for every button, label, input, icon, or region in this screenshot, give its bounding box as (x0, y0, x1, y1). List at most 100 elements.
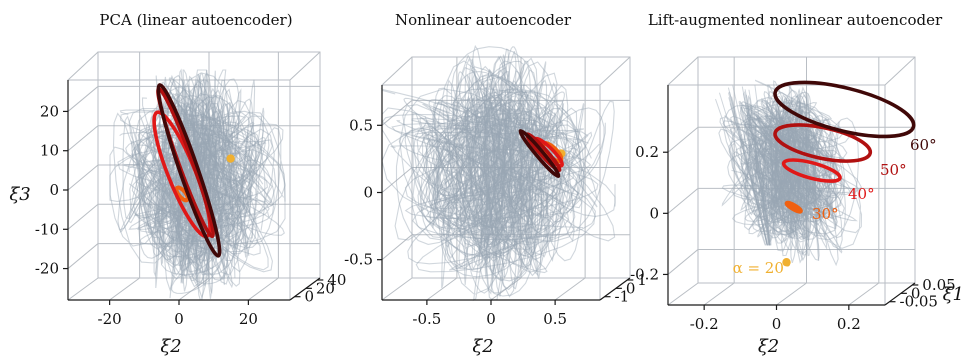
depth-tick-label: 20 (316, 279, 335, 297)
z-tick-label: 20 (40, 102, 59, 120)
background-trajectory (468, 109, 554, 254)
z-tick-label: -0.5 (344, 251, 373, 269)
background-trajectory (122, 76, 239, 266)
background-trajectory (128, 80, 286, 287)
grid-line (381, 234, 413, 261)
x-tick-label: 0 (772, 315, 782, 333)
depth-tick-label: 40 (327, 271, 346, 289)
background-trajectory (137, 102, 270, 276)
series-group (518, 128, 566, 179)
grid-line (490, 277, 522, 301)
z-axis-label: ξ3 (9, 184, 30, 205)
z-tick-label: 0 (649, 204, 659, 222)
grid-line (381, 167, 413, 193)
background-trajectory (731, 79, 858, 235)
grid-line (667, 126, 699, 153)
grid-line (67, 203, 99, 230)
background-trajectory (157, 99, 247, 294)
background-trajectory (728, 105, 813, 239)
background-trajectory (729, 103, 768, 246)
grid-line (67, 125, 99, 152)
box-edge (381, 56, 413, 86)
grid-line (67, 243, 99, 269)
box-edge (381, 277, 413, 301)
background-trajectory (739, 102, 770, 246)
background-trajectory (759, 133, 822, 211)
depth-tick-label: 0 (626, 279, 636, 297)
background-trajectory (134, 122, 247, 247)
background-trajectory (757, 100, 838, 230)
x-axis-label: ξ2 (472, 336, 493, 357)
background-trajectory (425, 117, 599, 255)
grid-line (776, 282, 807, 306)
depth-tick-label: -0.05 (900, 293, 938, 311)
grid-line (109, 277, 140, 301)
limit-cycle-orbit (781, 158, 842, 183)
background-trajectory (732, 85, 769, 246)
series-label: 50° (880, 161, 907, 179)
background-trajectory (411, 54, 558, 297)
box-edge (667, 56, 699, 86)
background-trajectory (158, 84, 226, 266)
background-trajectory (145, 79, 242, 301)
depth-tick-label: 1 (637, 271, 647, 289)
z-tick-label: 0.2 (635, 143, 659, 161)
background-trajectory (128, 113, 268, 231)
background-trajectory (738, 101, 770, 246)
background-trajectory (417, 102, 616, 268)
x-axis-label: ξ2 (160, 336, 181, 357)
background-trajectory (427, 92, 565, 279)
background-trajectory (756, 138, 842, 223)
background-trajectory (131, 70, 265, 300)
grid-line (667, 187, 699, 214)
background-trajectory (746, 103, 771, 246)
series-label: 60° (910, 136, 937, 154)
background-trajectory (754, 85, 772, 246)
background-trajectory (739, 98, 837, 241)
fixed-point-marker (782, 258, 791, 267)
x-tick-label: 0 (174, 310, 184, 328)
background-trajectory (741, 86, 770, 246)
x-tick-label: 0 (486, 310, 496, 328)
panel-pca: PCA (linear autoencoder)-20 0 2020100-10-2… (9, 11, 346, 357)
background-trajectory (742, 93, 770, 246)
background-trajectory (739, 80, 829, 237)
background-trajectory (728, 97, 768, 246)
grid-line (67, 164, 99, 191)
background-trajectory (437, 60, 589, 294)
background-trajectory (740, 119, 863, 267)
series-label: 30° (812, 205, 839, 223)
panel-title: Lift-augmented nonlinear autoencoder (648, 11, 943, 29)
background-trajectory (164, 147, 238, 259)
background-trajectory (715, 98, 766, 246)
limit-cycle-orbit (174, 185, 190, 203)
background-trajectory (381, 69, 584, 270)
box-edge (667, 282, 699, 306)
background-trajectory (426, 130, 598, 241)
x-tick-label: -0.2 (690, 315, 719, 333)
panel-title: PCA (linear autoencoder) (99, 11, 292, 29)
background-trajectory (753, 97, 810, 225)
background-trajectory (454, 114, 571, 237)
background-trajectory (395, 95, 616, 267)
background-trajectory (729, 91, 768, 246)
background-trajectory (724, 115, 816, 236)
depth-tick-label: -1 (615, 288, 630, 306)
background-trajectory (770, 116, 828, 264)
depth-tick-label: 0.05 (922, 276, 955, 294)
background-trajectory (432, 100, 558, 279)
background-trajectory (744, 89, 771, 246)
box-edge (67, 277, 99, 301)
background-trajectory (429, 55, 606, 253)
background-trajectory (117, 121, 251, 249)
grid-line (667, 249, 699, 275)
background-trajectory (731, 96, 769, 246)
x-tick-label: 20 (239, 310, 258, 328)
panel-lift-augmented-autoencoder: Lift-augmented nonlinear autoencoder α = … (630, 11, 964, 357)
background-trajectory (744, 91, 770, 246)
background-trajectory (743, 90, 811, 243)
background-trajectory (437, 69, 564, 291)
background-trajectory (131, 131, 272, 233)
background-trajectory (728, 92, 768, 246)
